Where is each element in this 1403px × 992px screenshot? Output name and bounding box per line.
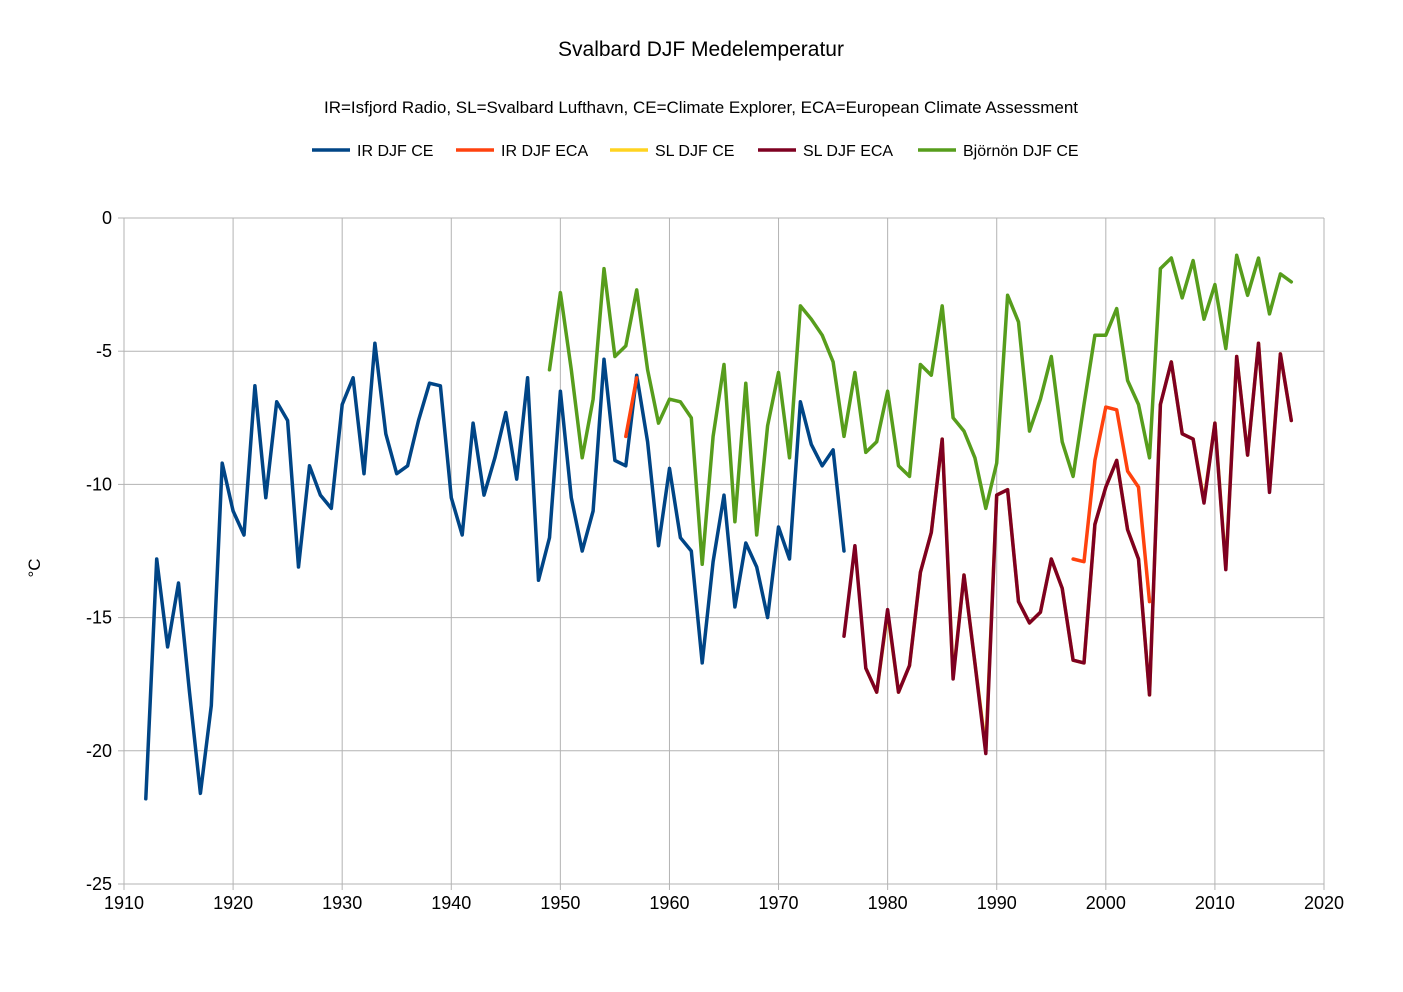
series-line-ir-djf-eca-seg1: [624, 376, 639, 439]
x-tick-label-2010: 2010: [1195, 893, 1235, 913]
series-lines: [144, 253, 1294, 801]
x-tick-label-1990: 1990: [977, 893, 1017, 913]
x-tick-label-2020: 2020: [1304, 893, 1344, 913]
x-axis-ticks: 1910 1920 1930 1940 1950 1960 1970 1980 1990 2000…: [104, 884, 1344, 913]
y-axis-ticks: 0 -5 -10 -15 -20 -25: [86, 208, 124, 894]
y-axis-label: °C: [25, 558, 44, 577]
series-line-ir-djf-eca-seg2: [1071, 405, 1152, 604]
x-tick-label-1910: 1910: [104, 893, 144, 913]
axes: [123, 218, 1324, 885]
legend-label-sl-djf-ce: SL DJF CE: [655, 143, 734, 160]
legend-label-ir-djf-ce: IR DJF CE: [357, 143, 433, 160]
x-tick-label-1930: 1930: [322, 893, 362, 913]
x-tick-label-1980: 1980: [868, 893, 908, 913]
legend-label-ir-djf-eca: IR DJF ECA: [501, 143, 588, 160]
y-tick-label--10: -10: [86, 474, 112, 494]
x-tick-label-1950: 1950: [540, 893, 580, 913]
legend: IR DJF CE IR DJF ECA SL DJF CE SL DJF ECA Bj…: [312, 143, 1079, 160]
y-tick-label-0: 0: [102, 208, 112, 228]
x-tick-label-2000: 2000: [1086, 893, 1126, 913]
x-tick-label-1960: 1960: [649, 893, 689, 913]
x-tick-label-1970: 1970: [759, 893, 799, 913]
chart-title: Svalbard DJF Medelemperatur: [558, 38, 844, 61]
legend-label-bj-rn-n-djf-ce: Björnön DJF CE: [963, 143, 1079, 160]
y-tick-label--25: -25: [86, 874, 112, 894]
series-line-ir-djf-ce: [144, 341, 846, 801]
series-line-bj-rn-n-djf-ce: [547, 253, 1294, 567]
y-tick-label--15: -15: [86, 608, 112, 628]
series-line-sl-djf-eca: [842, 341, 1294, 756]
y-tick-label--20: -20: [86, 741, 112, 761]
x-tick-label-1920: 1920: [213, 893, 253, 913]
y-tick-label--5: -5: [96, 341, 112, 361]
legend-label-sl-djf-eca: SL DJF ECA: [803, 143, 893, 160]
chart-subtitle: IR=Isfjord Radio, SL=Svalbard Lufthavn, …: [324, 98, 1078, 117]
x-tick-label-1940: 1940: [431, 893, 471, 913]
